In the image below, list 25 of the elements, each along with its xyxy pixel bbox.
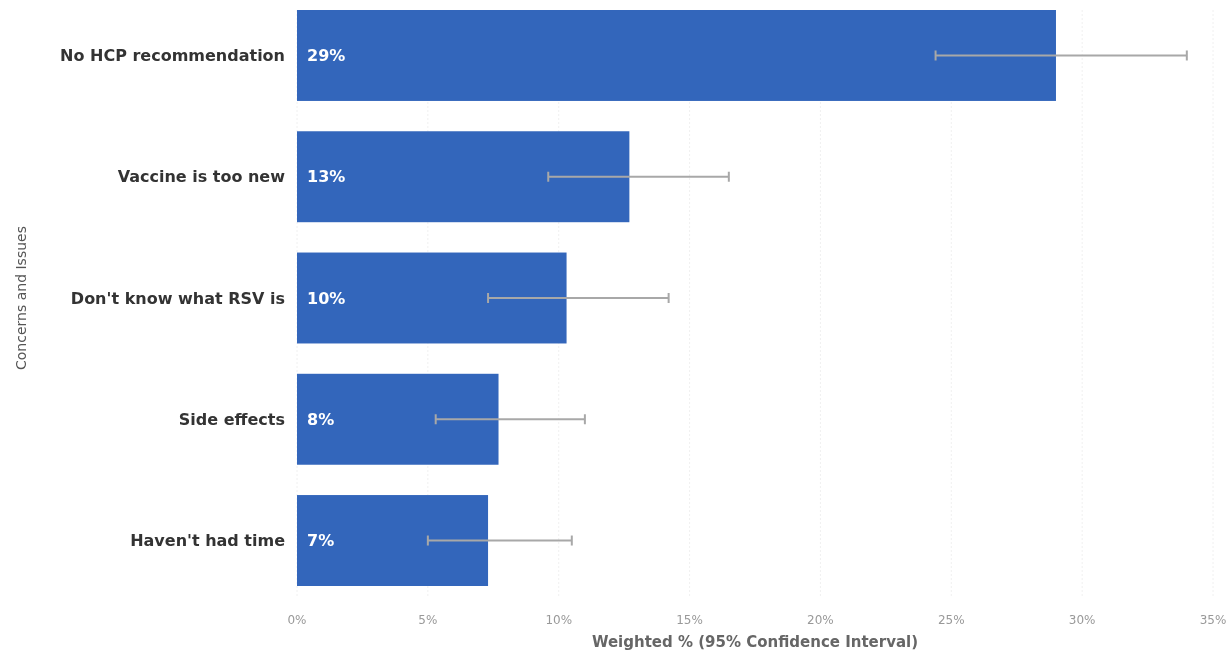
x-tick-label: 15% [676, 613, 703, 627]
bar [297, 131, 630, 223]
x-tick-label: 30% [1068, 613, 1096, 627]
x-tick-label: 20% [807, 613, 834, 627]
x-axis-title: Weighted % (95% Confidence Interval) [591, 633, 919, 651]
bar [297, 10, 1056, 101]
x-tick-label: 10% [545, 613, 573, 627]
bar [297, 252, 567, 344]
data-label: 29% [307, 46, 346, 66]
y-tick-label: No HCP recommendation [60, 46, 285, 66]
x-tick-label: 25% [937, 613, 965, 627]
y-tick-label: Haven't had time [130, 531, 286, 551]
data-label: 13% [307, 167, 346, 187]
bar [297, 373, 499, 465]
y-tick-label: Vaccine is too new [117, 167, 286, 187]
bar [297, 495, 489, 586]
data-label: 7% [307, 531, 335, 551]
data-label: 10% [307, 288, 346, 308]
x-tick-label: 0% [287, 613, 307, 627]
y-axis-title: Concerns and Issues [13, 226, 29, 370]
x-tick-label: 5% [418, 613, 438, 627]
x-tick-label: 35% [1199, 613, 1227, 627]
y-tick-label: Don't know what RSV is [70, 288, 285, 308]
data-label: 8% [307, 409, 335, 429]
y-tick-label: Side effects [178, 409, 285, 429]
